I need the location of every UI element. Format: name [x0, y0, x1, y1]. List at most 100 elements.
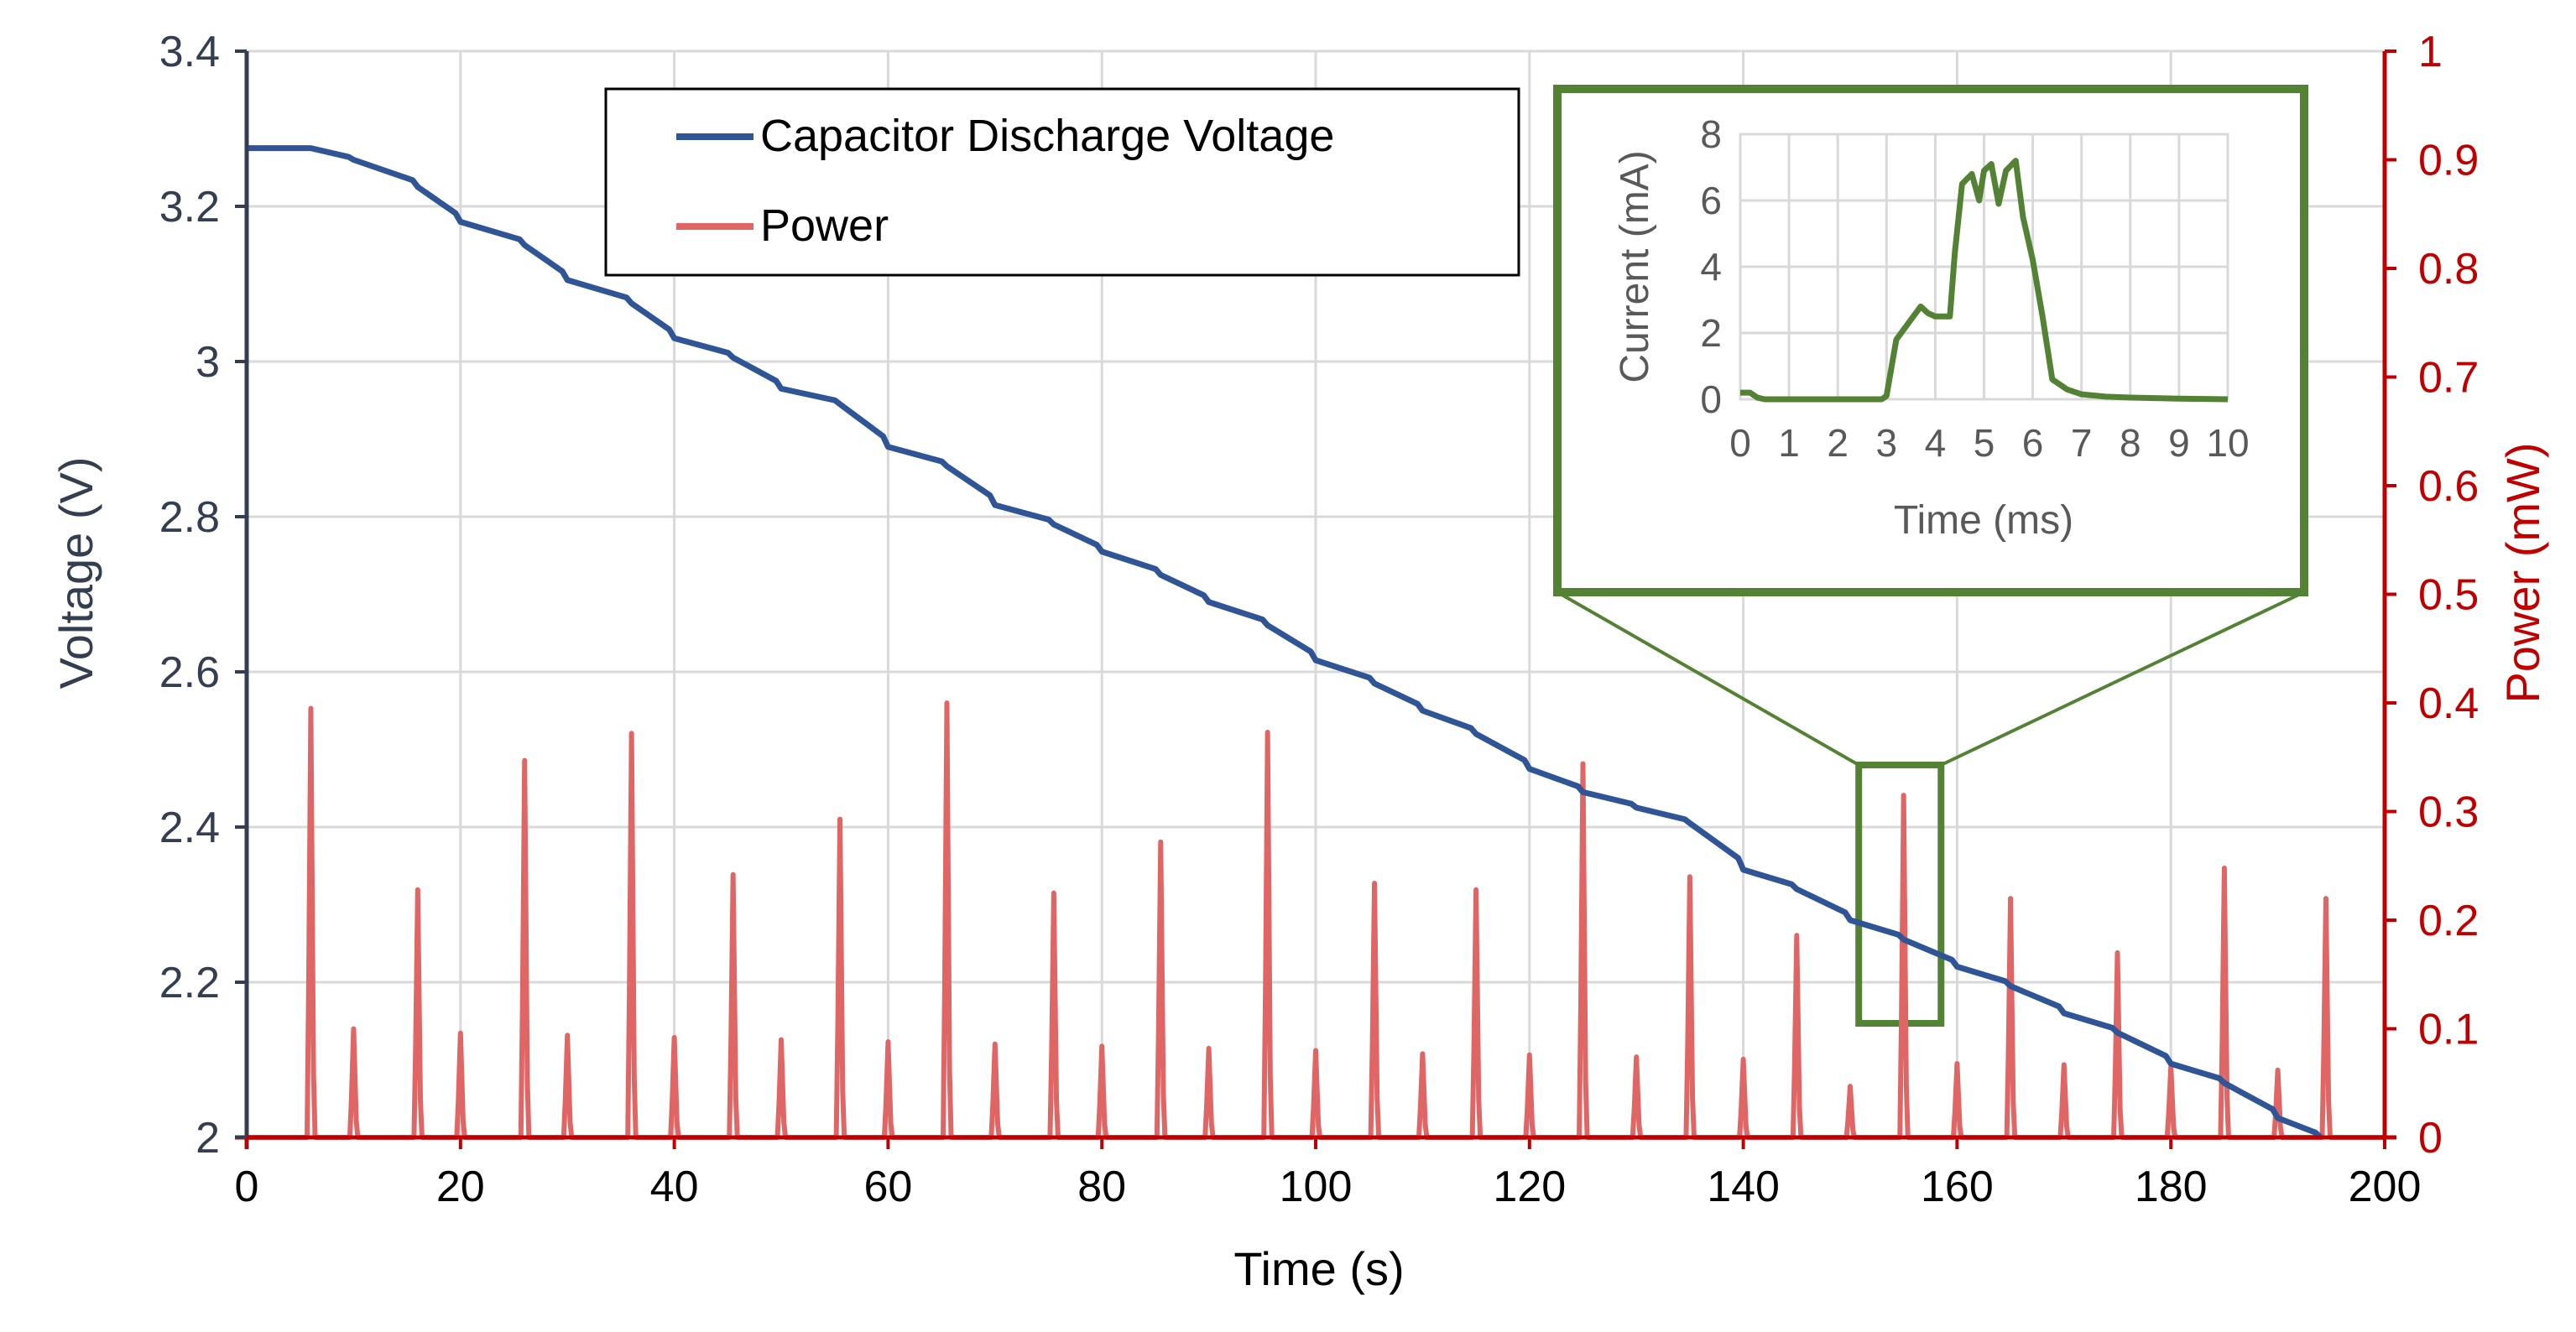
- x-tick-label: 60: [863, 1163, 912, 1211]
- power-spike-point: [566, 1034, 569, 1037]
- power-spike-point: [1582, 762, 1584, 765]
- power-spike-point: [1528, 1054, 1530, 1056]
- inset-y-tick-label: 0: [1700, 377, 1722, 421]
- y2-tick-label: 0.1: [2418, 1006, 2479, 1054]
- power-spike-point: [1374, 882, 1376, 884]
- power-spike-point: [1902, 794, 1905, 797]
- power-spike-point: [524, 759, 526, 762]
- y2-tick-label: 0.9: [2418, 137, 2479, 185]
- zoom-callout: [1557, 591, 2305, 1028]
- x-tick-label: 20: [436, 1163, 485, 1211]
- power-spike-point: [839, 818, 842, 820]
- inset-y-axis-title: Current (mA): [1613, 150, 1657, 382]
- inset-x-tick-label: 9: [2168, 421, 2190, 465]
- power-spike-point: [2276, 1069, 2279, 1071]
- power-spike-point: [673, 1036, 675, 1038]
- power-spike-point: [2010, 898, 2012, 900]
- power-spike-point: [2324, 898, 2327, 900]
- inset-y-tick-label: 6: [1700, 179, 1722, 222]
- y2-tick-label: 0.5: [2418, 571, 2479, 620]
- power-spike-point: [416, 888, 419, 891]
- x-tick-label: 160: [1921, 1163, 1994, 1211]
- power-spike-point: [1315, 1049, 1317, 1052]
- inset-current-line: [1740, 158, 2229, 403]
- y-axis-title: Voltage (V): [50, 456, 102, 689]
- y2-tick-label: 0: [2418, 1114, 2443, 1163]
- x-axis-title: Time (s): [1233, 1242, 1404, 1295]
- power-spike-point: [946, 702, 948, 704]
- y-tick-label: 2.6: [159, 648, 220, 697]
- x-tick-label: 40: [650, 1163, 699, 1211]
- legend-label-voltage: Capacitor Discharge Voltage: [760, 111, 1334, 161]
- inset-x-tick-label: 7: [2071, 421, 2093, 465]
- y2-tick-label: 1: [2418, 28, 2443, 76]
- legend-label-power: Power: [760, 200, 889, 251]
- power-spike-point: [1052, 892, 1055, 894]
- inset-x-axis-title: Time (ms): [1894, 498, 2073, 543]
- inset-y-tick-label: 4: [1700, 245, 1722, 289]
- y2-tick-label: 0.2: [2418, 897, 2479, 945]
- power-spike-point: [1421, 1053, 1424, 1055]
- y2-tick-label: 0.6: [2418, 462, 2479, 511]
- callout-connector-right: [1940, 591, 2305, 767]
- power-spike-point: [310, 707, 312, 710]
- x-tick-label: 0: [235, 1163, 259, 1211]
- power-spike-point: [1742, 1058, 1744, 1060]
- y-tick-label: 2: [196, 1114, 220, 1163]
- legend-box: [604, 87, 1520, 277]
- y-tick-label: 3.4: [159, 28, 220, 76]
- power-spike-point: [1207, 1047, 1210, 1049]
- inset-x-tick-label: 10: [2206, 421, 2249, 465]
- y2-axis-title: Power (mW): [2496, 442, 2549, 703]
- inset-y-tick-label: 8: [1700, 112, 1722, 156]
- callout-connector-left: [1557, 591, 1860, 767]
- x-tick-label: 180: [2135, 1163, 2208, 1211]
- power-spike-point: [1849, 1085, 1851, 1088]
- power-spike-point: [1956, 1062, 1958, 1064]
- power-series: [247, 700, 2385, 1140]
- power-spike-point: [993, 1043, 996, 1045]
- voltage-line: [247, 145, 2323, 1140]
- x-tick-label: 100: [1280, 1163, 1353, 1211]
- inset-x-tick-label: 8: [2120, 421, 2141, 465]
- voltage-series: [247, 145, 2323, 1140]
- inset-x-tick-label: 0: [1729, 421, 1751, 465]
- y-tick-label: 2.2: [159, 959, 220, 1007]
- inset-x-tick-label: 2: [1827, 421, 1849, 465]
- power-spike-point: [1101, 1045, 1103, 1048]
- power-spike-point: [1688, 876, 1691, 878]
- power-spike-point: [732, 873, 734, 876]
- power-spike-point: [887, 1041, 889, 1043]
- x-tick-label: 120: [1493, 1163, 1566, 1211]
- power-spike-point: [1266, 731, 1269, 733]
- power-spike-point: [459, 1032, 461, 1034]
- x-tick-label: 140: [1707, 1163, 1780, 1211]
- inset-y-tick-label: 2: [1700, 311, 1722, 355]
- y-tick-label: 2.8: [159, 493, 220, 542]
- y2-tick-label: 0.4: [2418, 679, 2479, 728]
- inset-x-tick-label: 6: [2022, 421, 2044, 465]
- x-tick-label: 200: [2349, 1163, 2422, 1211]
- y2-tick-label: 0.8: [2418, 245, 2479, 294]
- power-spike-point: [2062, 1064, 2065, 1066]
- main-axes: 0 20 40 60 80 100 120 140 160 180 20022.22.42.62.8…: [159, 28, 2480, 1211]
- power-spike-point: [1796, 934, 1798, 937]
- power-spike-point: [352, 1028, 355, 1030]
- power-spike-point: [1475, 888, 1478, 891]
- power-spike-point: [2223, 866, 2225, 869]
- y-tick-label: 2.4: [159, 804, 220, 852]
- y-tick-label: 3: [196, 338, 220, 387]
- power-spike-point: [630, 732, 633, 735]
- inset-x-tick-label: 5: [1974, 421, 1995, 465]
- x-tick-label: 80: [1077, 1163, 1126, 1211]
- inset-x-tick-label: 3: [1876, 421, 1898, 465]
- power-spike-point: [1635, 1056, 1638, 1059]
- y2-tick-label: 0.3: [2418, 788, 2479, 837]
- power-spike-point: [1160, 840, 1162, 843]
- y-tick-label: 3.2: [159, 183, 220, 232]
- legend: Capacitor Discharge Voltage Power: [604, 87, 1520, 277]
